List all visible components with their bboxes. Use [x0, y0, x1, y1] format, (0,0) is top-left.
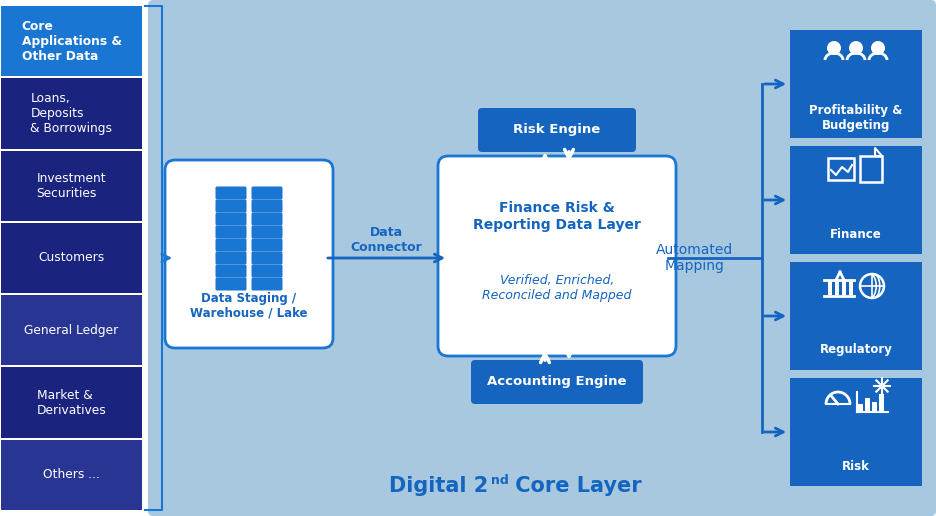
- Text: Core Layer: Core Layer: [508, 476, 641, 496]
- Text: Loans,
Deposits
& Borrowings: Loans, Deposits & Borrowings: [31, 92, 112, 135]
- FancyBboxPatch shape: [165, 160, 333, 348]
- FancyBboxPatch shape: [215, 213, 246, 225]
- Bar: [849, 281, 853, 295]
- FancyBboxPatch shape: [215, 225, 246, 238]
- FancyBboxPatch shape: [790, 146, 922, 254]
- Bar: [842, 281, 846, 295]
- Text: Risk Engine: Risk Engine: [513, 123, 601, 137]
- Bar: [879, 394, 884, 412]
- FancyBboxPatch shape: [1, 367, 142, 438]
- FancyBboxPatch shape: [438, 156, 676, 356]
- Text: nd: nd: [491, 474, 509, 487]
- FancyBboxPatch shape: [1, 295, 142, 365]
- FancyBboxPatch shape: [252, 225, 283, 238]
- FancyBboxPatch shape: [478, 108, 636, 152]
- FancyBboxPatch shape: [252, 213, 283, 225]
- FancyBboxPatch shape: [215, 200, 246, 213]
- FancyBboxPatch shape: [215, 186, 246, 200]
- FancyBboxPatch shape: [1, 440, 142, 510]
- FancyBboxPatch shape: [215, 265, 246, 278]
- FancyBboxPatch shape: [1, 6, 142, 76]
- FancyBboxPatch shape: [790, 378, 922, 486]
- Text: Risk: Risk: [842, 460, 870, 473]
- Bar: [858, 404, 863, 412]
- Text: Regulatory: Regulatory: [820, 344, 892, 357]
- FancyBboxPatch shape: [148, 0, 936, 516]
- FancyBboxPatch shape: [252, 238, 283, 251]
- Circle shape: [849, 41, 863, 55]
- FancyBboxPatch shape: [1, 223, 142, 293]
- FancyBboxPatch shape: [252, 278, 283, 291]
- Text: Automated
Mapping: Automated Mapping: [656, 243, 734, 273]
- Text: Data Staging /
Warehouse / Lake: Data Staging / Warehouse / Lake: [190, 292, 308, 320]
- FancyBboxPatch shape: [215, 238, 246, 251]
- FancyBboxPatch shape: [252, 200, 283, 213]
- FancyBboxPatch shape: [215, 278, 246, 291]
- Bar: [828, 281, 832, 295]
- Text: General Ledger: General Ledger: [24, 324, 119, 337]
- Bar: [835, 281, 839, 295]
- FancyBboxPatch shape: [790, 262, 922, 370]
- Text: Digital 2: Digital 2: [388, 476, 488, 496]
- Text: Data
Connector: Data Connector: [351, 226, 422, 254]
- Text: Market &
Derivatives: Market & Derivatives: [37, 389, 107, 416]
- FancyBboxPatch shape: [215, 251, 246, 265]
- Text: Core
Applications &
Other Data: Core Applications & Other Data: [22, 20, 122, 62]
- Text: Finance: Finance: [830, 228, 882, 240]
- Circle shape: [827, 41, 841, 55]
- Text: Profitability &
Budgeting: Profitability & Budgeting: [810, 104, 902, 132]
- Bar: [865, 398, 870, 412]
- FancyBboxPatch shape: [252, 265, 283, 278]
- Circle shape: [871, 41, 885, 55]
- Text: Others ...: Others ...: [43, 469, 100, 481]
- FancyBboxPatch shape: [1, 151, 142, 221]
- Text: Customers: Customers: [38, 251, 105, 265]
- FancyBboxPatch shape: [252, 186, 283, 200]
- Text: Investment
Securities: Investment Securities: [37, 172, 107, 200]
- FancyBboxPatch shape: [252, 251, 283, 265]
- Text: Verified, Enriched,
Reconciled and Mapped: Verified, Enriched, Reconciled and Mappe…: [482, 275, 632, 302]
- FancyBboxPatch shape: [471, 360, 643, 404]
- Text: Finance Risk &
Reporting Data Layer: Finance Risk & Reporting Data Layer: [473, 201, 641, 232]
- Bar: [872, 402, 877, 412]
- FancyBboxPatch shape: [1, 78, 142, 149]
- FancyBboxPatch shape: [790, 30, 922, 138]
- Text: Accounting Engine: Accounting Engine: [488, 376, 627, 389]
